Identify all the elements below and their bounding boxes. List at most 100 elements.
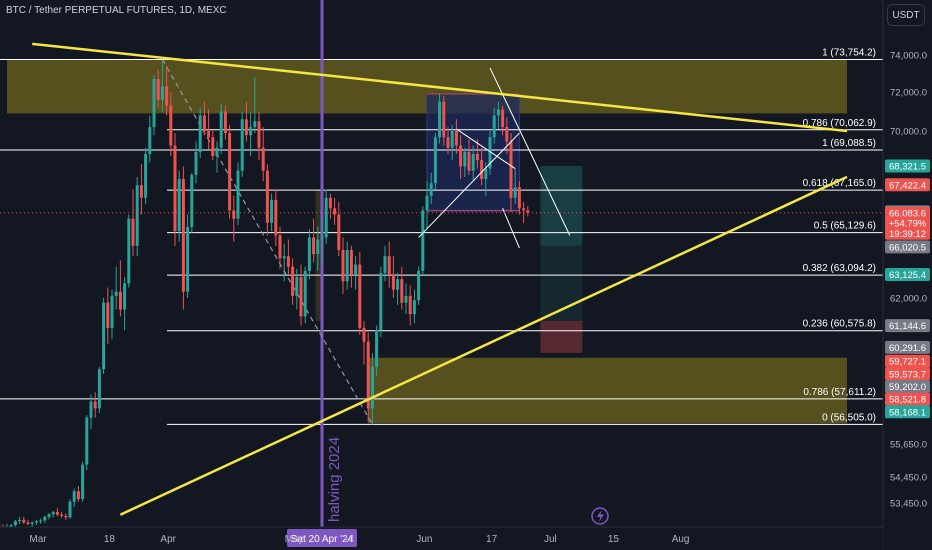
candle-down[interactable] <box>173 133 177 246</box>
candle-up[interactable] <box>85 415 89 471</box>
candle-up[interactable] <box>513 168 517 205</box>
candle-down[interactable] <box>358 252 362 335</box>
candle-up[interactable] <box>370 353 374 425</box>
candle-up[interactable] <box>450 125 454 161</box>
candle-down[interactable] <box>278 227 282 269</box>
candle-down[interactable] <box>118 260 122 317</box>
candle-up[interactable] <box>433 133 437 190</box>
candle-up[interactable] <box>253 77 257 134</box>
candle-down[interactable] <box>244 101 248 142</box>
candle-up[interactable] <box>421 206 425 276</box>
dashed-projection[interactable] <box>161 59 373 425</box>
candle-down[interactable] <box>223 105 227 140</box>
candle-up[interactable] <box>190 172 194 234</box>
candle-down[interactable] <box>106 287 110 344</box>
channel-line[interactable] <box>418 132 520 238</box>
descending-resistance[interactable] <box>32 42 848 133</box>
candle-up[interactable] <box>240 111 244 177</box>
candle-up[interactable] <box>186 214 190 299</box>
candle-up[interactable] <box>417 266 421 305</box>
candle-up[interactable] <box>127 214 131 288</box>
candle-up[interactable] <box>198 107 202 159</box>
candle-down[interactable] <box>232 195 236 242</box>
candle-up[interactable] <box>215 141 219 173</box>
candle-up[interactable] <box>51 510 55 518</box>
candle-down[interactable] <box>181 166 185 310</box>
candle-up[interactable] <box>13 519 17 528</box>
candle-up[interactable] <box>81 461 85 502</box>
candle-down[interactable] <box>341 237 345 294</box>
breakout-line[interactable] <box>489 67 571 236</box>
candle-down[interactable] <box>169 92 173 157</box>
candle-down[interactable] <box>299 264 303 326</box>
candle-down[interactable] <box>207 109 211 150</box>
candle-up[interactable] <box>152 75 156 136</box>
candle-up[interactable] <box>30 521 34 527</box>
candle-up[interactable] <box>320 218 324 265</box>
candle-down[interactable] <box>286 239 290 276</box>
time-axis[interactable]: 14Mar18AprSat 20 Apr '24May14Jun17Jul15A… <box>0 526 883 550</box>
candle-up[interactable] <box>379 266 383 338</box>
candle-down[interactable] <box>312 218 316 263</box>
candle-up[interactable] <box>47 513 51 520</box>
candle-up[interactable] <box>463 147 467 177</box>
candle-up[interactable] <box>375 325 379 377</box>
candle-down[interactable] <box>522 201 526 223</box>
candle-down[interactable] <box>274 189 278 246</box>
candle-down[interactable] <box>400 266 404 310</box>
candle-down[interactable] <box>366 332 370 423</box>
candle-up[interactable] <box>354 256 358 290</box>
long-position-stop[interactable] <box>540 320 583 353</box>
candle-down[interactable] <box>64 513 68 520</box>
candle-down[interactable] <box>139 164 143 215</box>
long-position-target[interactable] <box>540 166 583 246</box>
candle-down[interactable] <box>475 139 479 169</box>
candle-up[interactable] <box>429 172 433 205</box>
candle-up[interactable] <box>43 515 47 524</box>
candle-up[interactable] <box>72 488 76 507</box>
candle-down[interactable] <box>257 111 261 161</box>
candle-down[interactable] <box>454 119 458 154</box>
candle-up[interactable] <box>110 289 114 340</box>
candle-up[interactable] <box>383 245 387 282</box>
candle-up[interactable] <box>68 499 72 519</box>
candle-down[interactable] <box>509 133 513 213</box>
candle-up[interactable] <box>148 115 152 163</box>
candle-up[interactable] <box>492 107 496 144</box>
candle-down[interactable] <box>505 117 509 154</box>
candle-up[interactable] <box>249 111 253 157</box>
candle-down[interactable] <box>459 135 463 180</box>
candle-down[interactable] <box>362 320 366 365</box>
candle-down[interactable] <box>333 197 337 225</box>
candle-up[interactable] <box>471 145 475 182</box>
candle-up[interactable] <box>18 516 22 524</box>
candle-down[interactable] <box>76 486 80 502</box>
candle-up[interactable] <box>194 141 198 184</box>
candle-down[interactable] <box>328 193 332 219</box>
candle-up[interactable] <box>307 229 311 280</box>
candle-up[interactable] <box>144 147 148 205</box>
candle-up[interactable] <box>412 289 416 324</box>
candle-up[interactable] <box>303 266 307 324</box>
candle-down[interactable] <box>60 512 64 518</box>
lower-demand-zone[interactable] <box>368 357 847 424</box>
candle-down[interactable] <box>480 147 484 186</box>
candle-down[interactable] <box>156 69 160 108</box>
candle-down[interactable] <box>446 127 450 154</box>
candle-up[interactable] <box>438 93 442 144</box>
candle-down[interactable] <box>467 139 471 175</box>
currency-button[interactable]: USDT <box>887 4 925 26</box>
candle-up[interactable] <box>404 283 408 315</box>
candle-up[interactable] <box>396 272 400 305</box>
candle-down[interactable] <box>391 256 395 298</box>
candle-down[interactable] <box>501 105 505 136</box>
candle-down[interactable] <box>165 66 169 116</box>
lightning-icon[interactable] <box>591 507 609 525</box>
candle-up[interactable] <box>39 518 43 524</box>
candle-up[interactable] <box>135 176 139 257</box>
candle-down[interactable] <box>202 101 206 136</box>
candle-down[interactable] <box>442 95 446 146</box>
candle-up[interactable] <box>496 101 500 130</box>
candle-up[interactable] <box>114 266 118 310</box>
